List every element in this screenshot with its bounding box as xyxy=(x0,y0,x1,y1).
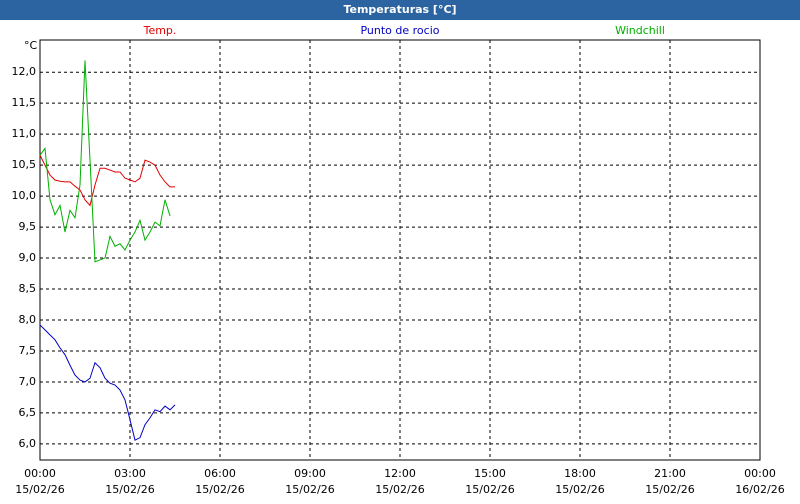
y-tick-label: 11,5 xyxy=(12,96,37,109)
legend-entry: Temp. xyxy=(143,24,177,37)
x-tick-date: 15/02/26 xyxy=(285,483,334,496)
y-tick-label: 7,5 xyxy=(19,344,37,357)
y-tick-label: 8,0 xyxy=(19,313,37,326)
y-tick-label: 9,5 xyxy=(19,220,37,233)
y-tick-label: 12,0 xyxy=(12,65,37,78)
x-tick-label: 12:00 xyxy=(384,467,416,480)
x-tick-date: 15/02/26 xyxy=(105,483,154,496)
y-tick-label: 7,0 xyxy=(19,375,37,388)
x-tick-date: 15/02/26 xyxy=(645,483,694,496)
y-tick-label: 6,5 xyxy=(19,406,37,419)
legend-entry: Windchill xyxy=(615,24,665,37)
chart-title: Temperaturas [°C] xyxy=(343,3,456,16)
series-line xyxy=(39,154,175,207)
y-tick-label: 10,0 xyxy=(12,189,37,202)
y-tick-label: 11,0 xyxy=(12,127,37,140)
x-tick-date: 15/02/26 xyxy=(15,483,64,496)
x-tick-label: 00:00 xyxy=(24,467,56,480)
y-unit-label: °C xyxy=(24,39,38,52)
x-tick-date: 15/02/26 xyxy=(465,483,514,496)
y-tick-label: 8,5 xyxy=(19,282,37,295)
x-tick-label: 03:00 xyxy=(114,467,146,480)
y-tick-label: 6,0 xyxy=(19,437,37,450)
series-line xyxy=(39,324,176,441)
series-line xyxy=(39,60,171,263)
x-tick-date: 15/02/26 xyxy=(195,483,244,496)
x-tick-label: 15:00 xyxy=(474,467,506,480)
x-tick-date: 16/02/26 xyxy=(735,483,784,496)
y-tick-label: 10,5 xyxy=(12,158,37,171)
title-bar xyxy=(0,0,800,20)
x-tick-date: 15/02/26 xyxy=(555,483,604,496)
y-tick-label: 9,0 xyxy=(19,251,37,264)
x-tick-label: 09:00 xyxy=(294,467,326,480)
x-tick-label: 06:00 xyxy=(204,467,236,480)
legend-entry: Punto de rocio xyxy=(360,24,439,37)
x-tick-label: 21:00 xyxy=(654,467,686,480)
x-tick-label: 18:00 xyxy=(564,467,596,480)
x-tick-date: 15/02/26 xyxy=(375,483,424,496)
x-tick-label: 00:00 xyxy=(744,467,776,480)
